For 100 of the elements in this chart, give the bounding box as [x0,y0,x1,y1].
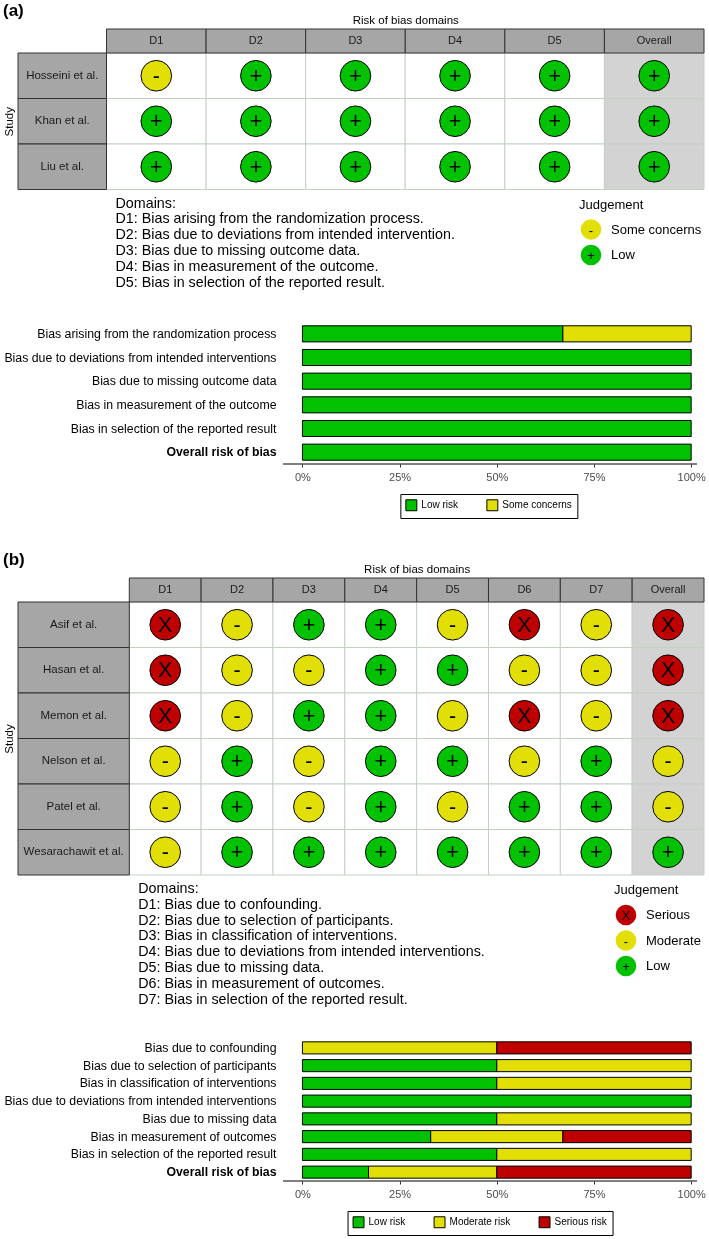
text: D2: Bias due to selection of participants. [138,911,394,928]
legend-label: Moderate risk [449,1216,512,1228]
x-tick-label: 0% [294,1187,312,1200]
y-tick-label: Memon et al. [40,708,107,721]
x-tick-label: D6 [517,583,532,595]
text: + [374,612,387,637]
x-tick-label: 25% [389,1187,412,1200]
text: + [622,959,630,974]
text: - [592,703,600,728]
text: - [520,658,528,683]
y-tick-label: Bias in selection of the reported result [70,1147,278,1162]
text: - [588,222,594,238]
text: + [589,840,603,865]
text: - [233,658,241,683]
text: + [349,154,362,179]
text: + [374,703,387,728]
legend-label: Some concerns [502,499,572,511]
x-axis-title: Risk of bias domains [352,13,460,26]
y-tick-label: Bias due to deviations from intended interventions [4,1094,277,1109]
text: - [233,703,241,728]
y-tick-label: Bias due to confounding [144,1040,277,1055]
text: + [446,840,459,865]
x-tick-label: Overall [636,34,672,46]
x-tick-label: D5 [547,34,562,46]
text: X [660,703,676,728]
text: + [302,703,316,728]
bar [301,1094,692,1108]
text: + [448,63,462,88]
y-tick-label: Hasan et al. [42,663,105,676]
text: + [589,749,603,774]
x-tick-label: D1 [149,34,164,46]
text: X [158,658,173,683]
legend-label: Serious [646,907,691,922]
text: - [305,749,313,774]
y-tick-label: Overall risk of bias [166,1165,277,1180]
text: + [249,63,263,88]
text: + [150,109,163,134]
y-tick-label: Bias due to deviations from intended interventions [4,350,277,365]
text: X [660,612,676,637]
chart-title: (b) [3,550,25,569]
text: - [449,703,457,728]
y-axis-title: Study [2,106,15,137]
text: + [249,154,263,179]
text: - [592,612,600,637]
text: D2: Bias due to deviations from intended intervention. [115,226,455,243]
text: - [161,840,169,865]
text: - [152,63,160,88]
legend-label: Low [611,247,636,262]
legend-label: Low risk [368,1216,407,1228]
x-axis-title: Risk of bias domains [364,562,471,575]
text: X [621,908,631,923]
x-tick-label: D7 [589,583,604,595]
y-tick-label: Bias due to missing outcome data [91,374,277,389]
legend-label: Serious risk [554,1216,608,1228]
text: D3: Bias due to missing outcome data. [115,241,361,258]
text: + [349,63,362,88]
text: D1: Bias due to confounding. [138,895,322,912]
text: - [664,794,672,819]
x-tick-label: D3 [348,34,363,46]
text: + [448,154,462,179]
text: + [374,658,387,683]
text: + [230,749,244,774]
text: + [548,154,561,179]
text: + [548,63,561,88]
y-tick-label: Hosseini et al. [26,68,99,81]
text: + [647,63,661,88]
y-tick-label: Bias in classification of interventions [79,1076,277,1091]
text: X [517,612,532,637]
text: D5: Bias due to missing data. [138,959,325,975]
text: + [374,749,387,774]
text: X [660,658,676,683]
x-tick-label: 50% [486,470,509,483]
legend-label: Some concerns [611,221,702,237]
text: + [647,154,661,179]
x-tick-label: 0% [294,470,312,483]
x-tick-label: 100% [677,1187,706,1200]
text: D1: Bias arising from the randomization process. [115,210,424,227]
text: + [374,840,387,865]
y-tick-label: Nelson et al. [41,754,106,767]
text: Domains: [138,880,199,896]
text: - [233,612,241,637]
y-tick-label: Bias arising from the randomization process [37,326,277,341]
x-tick-label: D4 [448,34,463,46]
x-tick-label: 75% [583,470,606,483]
y-tick-label: Bias in selection of the reported result [70,421,278,436]
chart-title: (a) [3,1,24,20]
text: - [305,658,313,683]
y-tick-label: Asif et al. [49,617,98,630]
text: + [349,109,362,134]
text: + [518,840,531,865]
text: D4: Bias due to deviations from intended interventions. [138,943,485,960]
text: + [589,794,603,819]
text: + [448,109,462,134]
text: + [230,794,244,819]
x-tick-label: D3 [301,583,316,595]
x-tick-label: 50% [486,1187,509,1200]
y-tick-label: Bias due to selection of participants [83,1058,277,1073]
text: + [446,658,459,683]
text: D4: Bias in measurement of the outcome. [115,257,379,274]
text: + [661,840,675,865]
